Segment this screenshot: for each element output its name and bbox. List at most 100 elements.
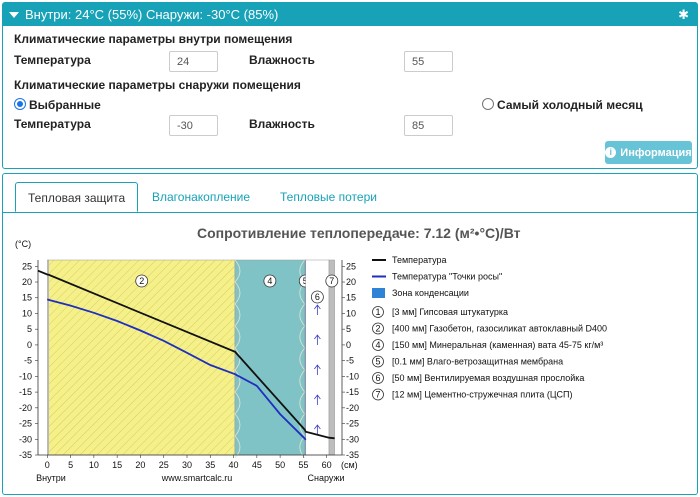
info-button-label: Информация bbox=[620, 146, 692, 159]
y-tick-label-right: -25 bbox=[346, 419, 359, 429]
y-tick-label: -15 bbox=[19, 387, 32, 397]
x-tick-label: 20 bbox=[135, 460, 145, 470]
air-arrow-icon bbox=[314, 334, 321, 345]
air-arrow-icon bbox=[314, 394, 321, 405]
chart-series bbox=[37, 269, 335, 441]
info-button[interactable]: i Информация bbox=[605, 141, 692, 164]
x-tick-label: 25 bbox=[159, 460, 169, 470]
y-tick-label: -10 bbox=[19, 371, 32, 381]
layer-marker-label-5: 5 bbox=[303, 276, 308, 286]
bottom-label-site: www.smartcalc.ru bbox=[161, 473, 233, 483]
air-arrow-icon bbox=[314, 364, 321, 375]
legend-label: [400 мм] Газобетон, газосиликат автоклав… bbox=[392, 324, 607, 334]
inside-temp-label: Температура bbox=[14, 53, 91, 67]
tab-divider bbox=[3, 212, 697, 213]
dew-point-line bbox=[46, 298, 307, 441]
air-arrow-icon bbox=[314, 424, 321, 435]
legend-marker-num: 7 bbox=[375, 390, 380, 400]
legend-marker-num: 6 bbox=[375, 373, 380, 383]
legend-marker bbox=[372, 339, 384, 351]
legend-label: [150 мм] Минеральная (каменная) вата 45-… bbox=[392, 340, 603, 350]
x-tick-label: 35 bbox=[205, 460, 215, 470]
wool-pattern bbox=[234, 369, 306, 393]
legend-marker bbox=[372, 322, 384, 335]
layer-marker-4 bbox=[263, 274, 277, 288]
bottom-label-inside: Внутри bbox=[36, 473, 66, 483]
y-tick-label: 10 bbox=[22, 308, 32, 318]
chart-grid bbox=[37, 260, 343, 456]
legend-label: Температура bbox=[392, 255, 447, 265]
radio-coldest-month[interactable] bbox=[482, 98, 494, 110]
tab-moisture[interactable]: Влагонакопление bbox=[152, 190, 251, 204]
legend-label: [0.1 мм] Влаго-ветрозащитная мембрана bbox=[392, 357, 563, 367]
inside-temp-input[interactable] bbox=[169, 51, 218, 72]
x-axis-label: (см) bbox=[341, 460, 358, 470]
layer-7 bbox=[328, 259, 335, 456]
legend-marker-num: 4 bbox=[375, 340, 380, 350]
outside-section-title: Климатические параметры снаружи помещени… bbox=[14, 78, 301, 92]
x-tick-label: 30 bbox=[182, 460, 192, 470]
panel-title: Внутри: 24°C (55%) Снаружи: -30°C (85%) bbox=[25, 7, 279, 22]
legend-label: [3 мм] Гипсовая штукатурка bbox=[392, 307, 508, 317]
inside-section-title: Климатические параметры внутри помещения bbox=[14, 32, 293, 46]
legend-marker bbox=[372, 306, 384, 318]
y-tick-label-right: 5 bbox=[346, 324, 351, 334]
wool-pattern bbox=[234, 303, 306, 327]
legend-marker bbox=[372, 388, 384, 401]
y-tick-label: -30 bbox=[19, 434, 32, 444]
radio-selected-label[interactable]: Выбранные bbox=[29, 98, 101, 112]
wool-pattern bbox=[234, 391, 306, 415]
y-tick-label: 0 bbox=[27, 340, 32, 350]
y-tick-label-right: 20 bbox=[346, 277, 356, 287]
info-icon: i bbox=[605, 147, 617, 158]
legend-marker-num: 5 bbox=[375, 357, 380, 367]
layer-marker-label-2: 2 bbox=[139, 276, 144, 286]
layer-marker-6 bbox=[310, 290, 324, 304]
outside-temp-label: Температура bbox=[14, 117, 91, 131]
gear-icon[interactable]: ✱ bbox=[678, 7, 689, 22]
air-arrow-icon bbox=[314, 304, 321, 315]
inside-hum-input[interactable] bbox=[404, 51, 453, 72]
bottom-label-outside: Снаружи bbox=[307, 473, 344, 483]
x-tick-label: 40 bbox=[229, 460, 239, 470]
layer-marker-label-4: 4 bbox=[267, 276, 272, 286]
tab-heat-loss[interactable]: Тепловые потери bbox=[280, 190, 377, 204]
y-tick-label-right: -5 bbox=[346, 356, 354, 366]
layer-2-hatch bbox=[48, 260, 235, 455]
x-tick-label: 60 bbox=[322, 460, 332, 470]
chart-legend: Температура Температура "Точки росы" Зона … bbox=[372, 255, 607, 401]
layer-4 bbox=[234, 259, 306, 456]
y-tick-label-right: -15 bbox=[346, 387, 359, 397]
outside-temp-input[interactable] bbox=[169, 115, 218, 136]
y-tick-label-right: -30 bbox=[346, 434, 359, 444]
y-tick-label: 20 bbox=[22, 277, 32, 287]
x-tick-label: 15 bbox=[112, 460, 122, 470]
outside-hum-input[interactable] bbox=[404, 115, 453, 136]
x-tick-label: 0 bbox=[45, 460, 50, 470]
tab-thermal-protection[interactable]: Тепловая защита bbox=[15, 182, 139, 212]
y-tick-label-right: 15 bbox=[346, 293, 356, 303]
wool-pattern bbox=[234, 347, 306, 371]
layer-marker-label-7: 7 bbox=[329, 276, 334, 286]
panel-header[interactable]: Внутри: 24°C (55%) Снаружи: -30°C (85%) … bbox=[3, 3, 697, 26]
radio-selected[interactable] bbox=[14, 98, 26, 110]
legend-marker bbox=[372, 355, 384, 368]
wall-layers: 124567 bbox=[47, 259, 339, 459]
y-tick-label: 5 bbox=[27, 324, 32, 334]
layer-marker-7 bbox=[325, 274, 339, 288]
chevron-down-icon[interactable] bbox=[9, 11, 19, 18]
resistance-value: Сопротивление теплопередаче: 7.12 (м²•°C… bbox=[197, 225, 521, 241]
y-axis-label: (°C) bbox=[15, 239, 31, 249]
y-tick-label-right: 10 bbox=[346, 308, 356, 318]
legend-label: Зона конденсации bbox=[392, 288, 469, 298]
legend-label: [12 мм] Цементно-стружечная плита (ЦСП) bbox=[392, 390, 573, 400]
y-tick-label-right: -20 bbox=[346, 403, 359, 413]
radio-coldest-label[interactable]: Самый холодный месяц bbox=[497, 98, 643, 112]
climate-panel: Внутри: 24°C (55%) Снаружи: -30°C (85%) … bbox=[2, 2, 698, 169]
y-tick-label-right: 25 bbox=[346, 261, 356, 271]
legend-label: [50 мм] Вентилируемая воздушная прослойк… bbox=[392, 373, 584, 383]
wool-pattern bbox=[234, 325, 306, 349]
y-tick-label-right: -35 bbox=[346, 450, 359, 460]
y-tick-label-right: 0 bbox=[346, 340, 351, 350]
